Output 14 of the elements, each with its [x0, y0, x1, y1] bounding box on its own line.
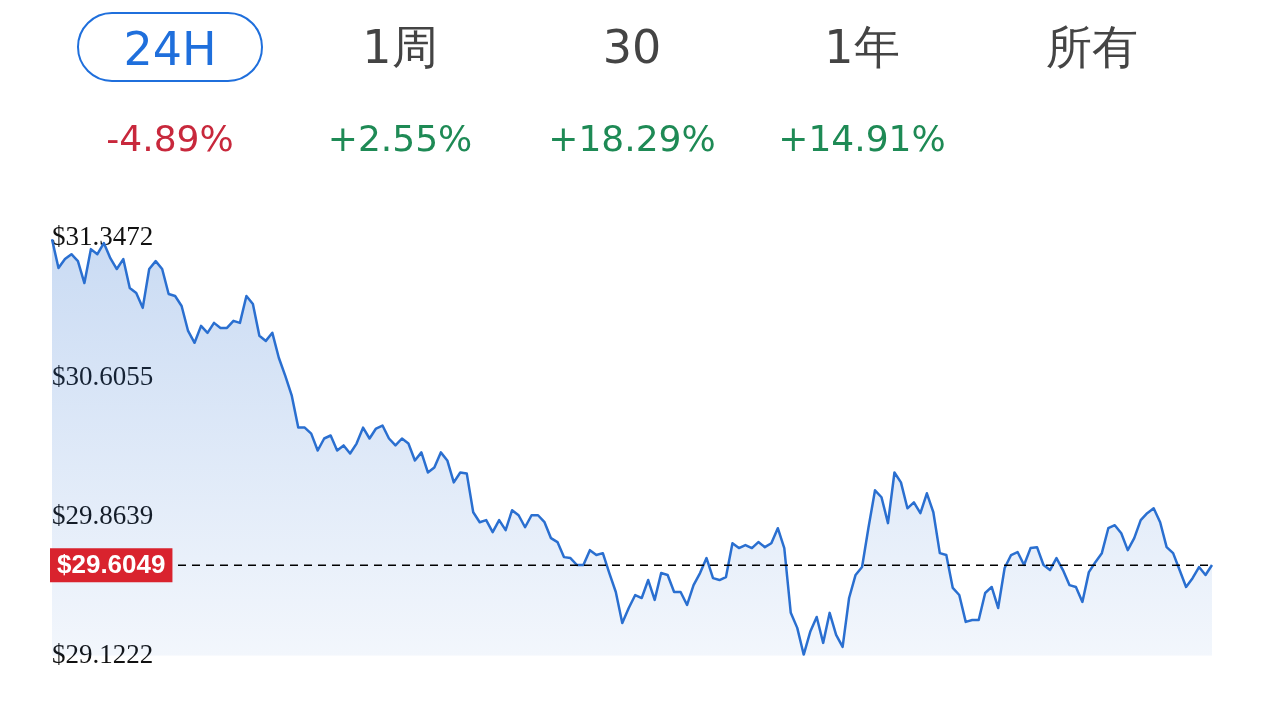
text: +18.29%: [547, 118, 717, 159]
text: 30: [601, 19, 663, 76]
y-tick-label: $31.3472: [52, 221, 154, 252]
text: 24H: [77, 12, 263, 82]
y-tick-label: $30.6055: [52, 360, 154, 391]
text: +14.91%: [777, 118, 947, 159]
text: 1周: [361, 19, 439, 76]
text: 1年: [823, 19, 901, 76]
text: 所有: [1045, 19, 1139, 76]
text: -4.89%: [105, 118, 235, 159]
text: +2.55%: [326, 118, 474, 159]
y-tick-label: $29.1222: [52, 638, 154, 669]
y-tick-label: $29.8639: [52, 499, 154, 530]
ref-line-label: $29.6049: [57, 549, 166, 580]
